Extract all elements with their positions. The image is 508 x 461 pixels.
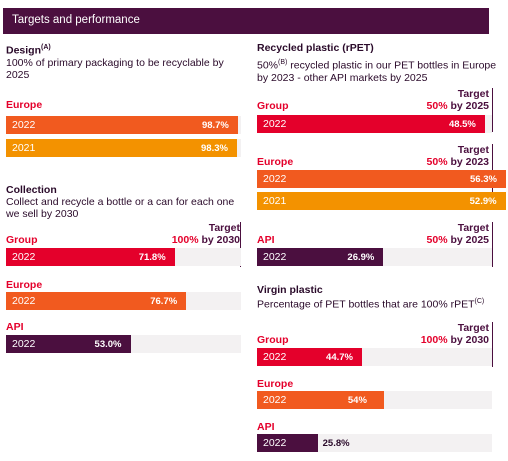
- bar-year-label: 2022: [12, 119, 36, 131]
- bar-track: 2022 76.7%: [6, 292, 241, 310]
- bar-year-label: 2022: [12, 251, 36, 263]
- bar-design-europe-2021: [6, 139, 237, 157]
- bar-virgin-api-2022: [257, 434, 318, 452]
- bar-track: 2021 98.3%: [6, 139, 241, 157]
- bar-value-label: 25.8%: [322, 438, 350, 449]
- bar-track: 2022 98.7%: [6, 116, 241, 134]
- bar-track: 2022 56.3%: [257, 170, 506, 188]
- virgin-target-label: Target 100% by 2030: [420, 322, 489, 346]
- collection-subtitle: Collect and recycle a bottle or a can fo…: [6, 196, 235, 220]
- bar-rpet-api-2022: [257, 248, 384, 266]
- rpet-group-target-label: Target 50% by 2025: [426, 88, 489, 112]
- bar-track: 2022 71.8%: [6, 248, 241, 266]
- bar-virgin-europe-2022: [257, 391, 384, 409]
- bar-value-label: 98.3%: [201, 143, 228, 154]
- design-title: Design(A): [6, 44, 51, 57]
- section-header: Targets and performance: [3, 8, 489, 34]
- bar-year-label: 2022: [263, 251, 287, 263]
- bar-value-label: 76.7%: [150, 296, 178, 307]
- virgin-group-group: Group: [257, 334, 289, 346]
- bar-value-label: 44.7%: [326, 352, 353, 363]
- rpet-group-group: Group: [257, 100, 289, 112]
- bar-value-label: 98.7%: [201, 120, 229, 131]
- collection-target-line: [240, 222, 241, 267]
- rpet-group-target-line: [492, 88, 493, 132]
- rpet-europe-target-label: Target 50% by 2023: [426, 144, 489, 168]
- bar-track: 2022 26.9%: [257, 248, 492, 266]
- bar-track: 2022 25.8%: [257, 434, 492, 452]
- rpet-group-europe: Europe: [257, 156, 294, 168]
- bar-track: 2022 44.7%: [257, 348, 492, 366]
- bar-value-label: 52.9%: [469, 196, 497, 207]
- design-group-europe: Europe: [6, 99, 43, 111]
- rpet-api-target-label: Target 50% by 2025: [426, 222, 489, 246]
- bar-year-label: 2022: [263, 118, 287, 130]
- bar-collection-api-2022: [6, 335, 131, 353]
- collection-title: Collection: [6, 184, 57, 196]
- virgin-group-europe: Europe: [257, 378, 294, 390]
- bar-year-label: 2022: [263, 173, 287, 185]
- rpet-title: Recycled plastic (rPET): [257, 42, 374, 54]
- rpet-group-api: API: [257, 234, 275, 246]
- bar-track: 2022 54%: [257, 391, 492, 409]
- bar-year-label: 2021: [12, 142, 36, 154]
- bar-rpet-europe-2021: [257, 192, 506, 210]
- virgin-subtitle: Percentage of PET bottles that are 100% …: [257, 298, 485, 311]
- virgin-target-line: [492, 322, 493, 367]
- bar-value-label: 26.9%: [347, 252, 375, 263]
- bar-rpet-group-2022: [257, 115, 485, 133]
- bar-year-label: 2022: [263, 437, 287, 449]
- bar-year-label: 2022: [12, 338, 36, 350]
- bar-track: 2022 53.0%: [6, 335, 241, 353]
- bar-track: 2021 52.9%: [257, 192, 506, 210]
- collection-group-api: API: [6, 321, 24, 333]
- bar-year-label: 2021: [263, 195, 287, 207]
- virgin-title: Virgin plastic: [257, 284, 323, 296]
- bar-value-label: 54%: [347, 395, 367, 406]
- rpet-subtitle: 50%(B) recycled plastic in our PET bottl…: [257, 59, 497, 84]
- bar-virgin-group-2022: [257, 348, 363, 366]
- bar-rpet-europe-2022: [257, 170, 506, 188]
- section-title: Targets and performance: [12, 14, 140, 26]
- bar-design-europe-2022: [6, 116, 238, 134]
- collection-group-group: Group: [6, 234, 38, 246]
- bar-collection-group-2022: [6, 248, 175, 266]
- collection-target-label: Target 100% by 2030: [171, 222, 240, 246]
- bar-track: 2022 48.5%: [257, 115, 492, 133]
- bar-value-label: 56.3%: [470, 174, 497, 185]
- virgin-group-api: API: [257, 421, 275, 433]
- rpet-api-target-line: [492, 222, 493, 267]
- bar-value-label: 71.8%: [138, 252, 166, 263]
- bar-year-label: 2022: [12, 295, 36, 307]
- collection-group-europe: Europe: [6, 279, 43, 291]
- bar-value-label: 48.5%: [448, 119, 476, 130]
- bar-year-label: 2022: [263, 351, 287, 363]
- bar-year-label: 2022: [263, 394, 287, 406]
- bar-value-label: 53.0%: [94, 339, 122, 350]
- design-subtitle: 100% of primary packaging to be recyclab…: [6, 57, 224, 81]
- bar-collection-europe-2022: [6, 292, 187, 310]
